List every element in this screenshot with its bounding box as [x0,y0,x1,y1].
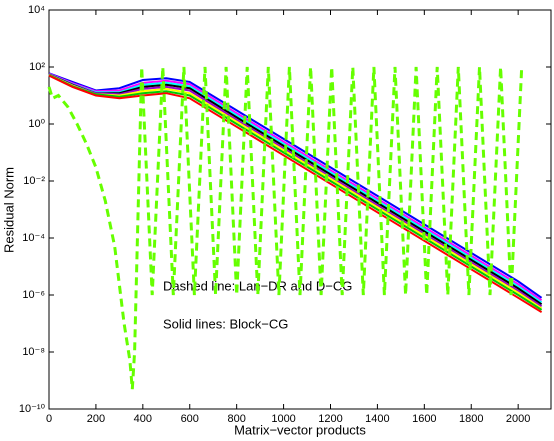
x-tick-label: 1800 [459,413,483,425]
plot-frame [48,9,552,410]
solid-line [48,72,543,302]
y-tick-label: 10² [29,61,45,73]
y-tick-label: 10⁰ [28,118,45,130]
x-axis-label: Matrix−vector products [234,422,366,437]
y-tick-label: 10⁻⁶ [22,289,45,301]
y-tick-label: 10⁴ [28,4,45,16]
x-tick-label: 200 [87,413,105,425]
x-tick-label: 600 [181,413,199,425]
solid-line [48,72,543,299]
y-tick-label: 10⁻¹⁰ [19,403,46,415]
x-tick-label: 0 [46,413,52,425]
x-tick-label: 1000 [271,413,295,425]
y-axis-label: Residual Norm [1,167,16,253]
x-tick-label: 400 [134,413,152,425]
solid-line [48,73,543,308]
y-tick-label: 10⁻⁸ [22,346,45,358]
y-tick-label: 10⁻² [23,175,45,187]
x-tick-label: 1400 [365,413,389,425]
annotation: Solid lines: Block−CG [163,316,288,331]
x-tick-label: 2000 [506,413,530,425]
dashed-line [47,66,524,390]
solid-line [48,74,543,311]
y-tick-label: 10⁻⁴ [22,232,45,244]
solid-line [48,74,543,314]
x-tick-label: 1200 [318,413,342,425]
x-tick-label: 1600 [412,413,436,425]
x-tick-label: 800 [227,413,245,425]
